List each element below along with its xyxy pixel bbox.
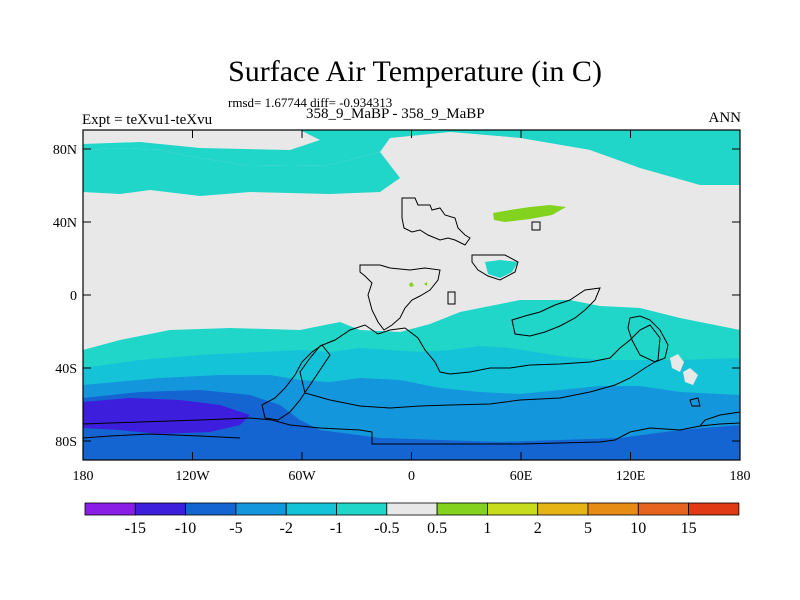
continent-outline	[627, 315, 669, 363]
lat-tick-label: 40N	[53, 216, 77, 231]
lon-tick-label: 60W	[288, 469, 316, 484]
season-label: ANN	[708, 110, 742, 126]
lat-tick-label: 80N	[53, 143, 77, 158]
colorbar-swatch	[537, 502, 589, 516]
map-title: Surface Air Temperature (in C)	[228, 55, 602, 88]
continent-outline	[531, 221, 541, 231]
colorbar-label: -2	[280, 520, 293, 537]
colorbar-label: -1	[330, 520, 343, 537]
colorbar-label: -15	[125, 520, 146, 537]
colorbar-swatch	[235, 502, 287, 516]
colorbar-label: 1	[483, 520, 491, 537]
continent-outline	[699, 411, 740, 427]
experiment-subtitle: 358_9_MaBP - 358_9_MaBP	[306, 106, 485, 122]
colorbar-swatch	[386, 502, 438, 516]
lat-tick-label: 40S	[55, 362, 77, 377]
lon-tick-label: 120E	[616, 469, 646, 484]
continent-outline	[689, 397, 701, 407]
contour-arctic-band	[83, 130, 320, 150]
colorbar-swatch	[185, 502, 237, 516]
colorbar-swatch	[285, 502, 337, 516]
coastline-outlines	[83, 197, 740, 445]
colorbar-swatch	[84, 502, 136, 516]
experiment-label: Expt = teXvu1-teXvu	[82, 112, 213, 128]
continent-outline	[471, 254, 519, 281]
colorbar-label: 15	[681, 520, 697, 537]
continent-outline	[359, 264, 441, 331]
lon-tick-label: 180	[730, 469, 751, 484]
colorbar-label: 10	[630, 520, 646, 537]
contour-southern-band	[83, 398, 250, 434]
colorbar-swatch	[336, 502, 388, 516]
lon-tick-label: 60E	[510, 469, 533, 484]
continent-outline	[83, 417, 740, 445]
lat-tick-labels: 80N 40N 0 40S 80S	[53, 143, 77, 450]
colorbar-label: -0.5	[374, 520, 399, 537]
colorbar-swatch	[134, 502, 187, 516]
colorbar-label: 2	[534, 520, 542, 537]
continent-outline	[261, 344, 331, 421]
contour-cool-patch	[485, 260, 518, 278]
contour-arctic-band	[380, 132, 590, 170]
contour-warm-patch	[409, 282, 427, 287]
colorbar-swatch	[688, 502, 740, 516]
contour-arctic-band	[83, 148, 400, 196]
colorbar-label: 0.5	[427, 520, 447, 537]
lon-tick-label: 180	[73, 469, 94, 484]
continent-outline	[83, 433, 241, 439]
contour-southern-band	[83, 435, 330, 460]
continent-outline	[299, 324, 661, 409]
lon-tick-marks	[82, 130, 741, 460]
colorbar-swatch	[637, 502, 689, 516]
colorbar-swatch	[486, 502, 539, 516]
lon-tick-label: 0	[408, 469, 415, 484]
lon-tick-labels: 180 120W 60W 0 60E 120E 180	[73, 469, 751, 484]
continent-outline	[401, 197, 471, 246]
lat-tick-marks	[83, 148, 740, 442]
lon-tick-label: 120W	[175, 469, 210, 484]
lat-tick-label: 0	[70, 289, 77, 304]
colorbar: -15 -10 -5 -2 -1 -0.5 0.5 1 2 5 10 15	[84, 502, 740, 537]
contour-warm-patch	[493, 205, 566, 222]
contour-southern-band	[460, 405, 640, 428]
map-plot	[83, 130, 740, 460]
colorbar-label: -5	[229, 520, 242, 537]
contour-warm-patch	[670, 354, 698, 385]
continent-outline	[447, 291, 456, 305]
continent-outline	[511, 287, 601, 337]
lat-tick-label: 80S	[55, 435, 77, 450]
colorbar-label: -10	[175, 520, 196, 537]
stats-text: rmsd= 1.67744 diff= -0.934313	[228, 95, 393, 110]
colorbar-swatch	[587, 502, 639, 516]
colorbar-swatch	[436, 502, 488, 516]
colorbar-label: 5	[584, 520, 592, 537]
